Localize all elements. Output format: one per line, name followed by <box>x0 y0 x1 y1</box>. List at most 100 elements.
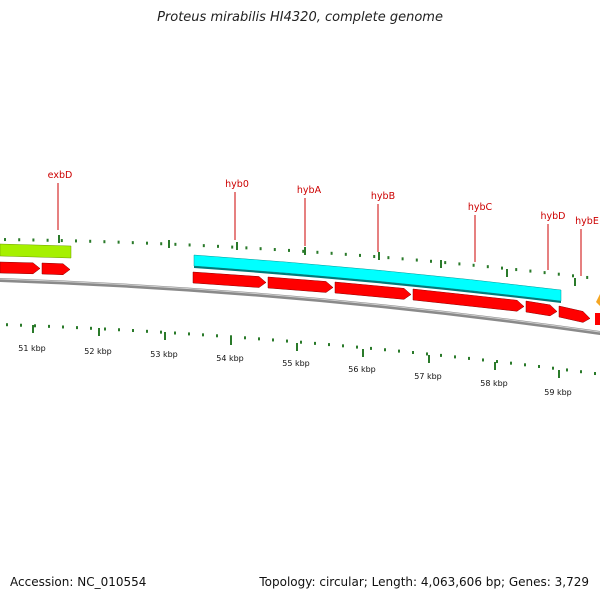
tick-mark <box>62 325 64 329</box>
tick-mark <box>430 259 432 263</box>
major-tick <box>378 252 380 260</box>
tick-mark <box>302 249 305 253</box>
tick-mark <box>32 238 35 242</box>
major-tick <box>168 240 170 248</box>
tick-mark <box>510 361 512 365</box>
tick-mark <box>288 248 290 252</box>
genome-title: Proteus mirabilis HI4320, complete genom… <box>157 10 443 25</box>
tick-mark <box>342 344 344 348</box>
operon-bar-hyb-shadow <box>194 266 561 303</box>
tick-mark <box>373 255 376 259</box>
tick-mark <box>202 333 204 337</box>
tick-mark <box>538 364 540 368</box>
tick-mark <box>572 274 574 278</box>
tick-mark <box>46 238 49 242</box>
cds-arrow <box>525 300 558 317</box>
tick-mark <box>244 336 246 340</box>
major-tick <box>558 370 560 378</box>
tick-mark <box>117 240 120 244</box>
genome-backbone-highlight <box>0 278 600 333</box>
tick-mark <box>370 346 372 350</box>
tick-mark <box>104 327 106 331</box>
tick-mark <box>118 328 120 332</box>
tick-mark <box>344 252 347 256</box>
tick-mark <box>482 358 484 362</box>
major-tick <box>574 278 576 286</box>
accession-text: Accession: NC_010554 <box>10 575 147 589</box>
tick-mark <box>202 244 205 248</box>
tick-mark <box>314 341 316 345</box>
tick-mark <box>552 366 554 370</box>
gene-label: hybD <box>541 211 566 222</box>
tick-mark <box>458 262 461 266</box>
tick-mark <box>89 239 92 243</box>
gene-label: exbD <box>48 170 73 181</box>
gene-label: hybB <box>371 191 395 202</box>
major-tick <box>506 269 508 277</box>
tick-mark <box>160 242 163 246</box>
major-tick <box>362 349 364 357</box>
tick-mark <box>543 271 546 275</box>
cds-arrow <box>558 305 591 323</box>
tick-mark <box>316 250 319 254</box>
tick-mark <box>217 244 219 248</box>
major-tick <box>296 343 298 351</box>
tick-mark <box>4 238 6 242</box>
major-tick <box>32 325 34 333</box>
cds-arrow <box>41 262 71 276</box>
tick-mark <box>34 324 36 328</box>
tick-mark <box>524 363 526 367</box>
kbp-label: 59 kbp <box>544 388 572 397</box>
tick-mark <box>273 248 276 252</box>
tick-mark <box>75 239 77 243</box>
tick-mark <box>132 329 134 333</box>
tick-mark <box>103 240 106 244</box>
tick-mark <box>48 324 50 328</box>
tick-mark <box>6 323 8 327</box>
major-tick <box>236 242 238 250</box>
kbp-label: 54 kbp <box>216 354 244 363</box>
tick-mark <box>444 261 447 265</box>
cds-arrow <box>412 288 525 312</box>
major-tick <box>58 235 60 243</box>
kbp-label: 51 kbp <box>18 344 46 353</box>
tick-mark <box>245 246 248 250</box>
tick-mark <box>468 356 470 360</box>
tick-mark <box>131 241 134 245</box>
kbp-label: 53 kbp <box>150 350 178 359</box>
tick-mark <box>328 343 330 347</box>
tick-mark <box>415 258 418 262</box>
major-tick <box>164 332 166 340</box>
tick-mark <box>440 353 442 357</box>
kbp-label: 55 kbp <box>282 359 310 368</box>
tick-mark <box>300 340 302 344</box>
cds-arrow-partial <box>595 313 600 325</box>
tick-mark <box>384 348 386 352</box>
tick-mark <box>496 360 498 364</box>
tick-mark <box>454 355 456 359</box>
tick-mark <box>20 323 22 327</box>
tick-mark <box>557 272 560 276</box>
tick-mark <box>330 251 333 255</box>
tick-mark <box>515 268 518 272</box>
tick-mark <box>356 345 358 349</box>
cds-arrow <box>334 281 412 300</box>
tick-mark <box>286 339 288 343</box>
tick-mark <box>216 334 218 338</box>
tick-mark <box>258 337 260 341</box>
tick-mark <box>398 349 400 353</box>
tick-mark <box>146 329 148 333</box>
tick-mark <box>160 330 162 334</box>
tick-mark <box>586 275 589 279</box>
major-tick <box>230 337 232 345</box>
kbp-label: 57 kbp <box>414 372 442 381</box>
tick-mark <box>501 266 503 270</box>
major-tick <box>440 260 442 268</box>
tick-mark <box>272 338 274 342</box>
tick-mark <box>387 256 390 260</box>
tick-mark <box>594 372 596 376</box>
cds-arrow <box>0 261 41 275</box>
kbp-label: 58 kbp <box>480 379 508 388</box>
tick-mark <box>174 242 177 246</box>
gene-label: hybC <box>468 202 493 213</box>
